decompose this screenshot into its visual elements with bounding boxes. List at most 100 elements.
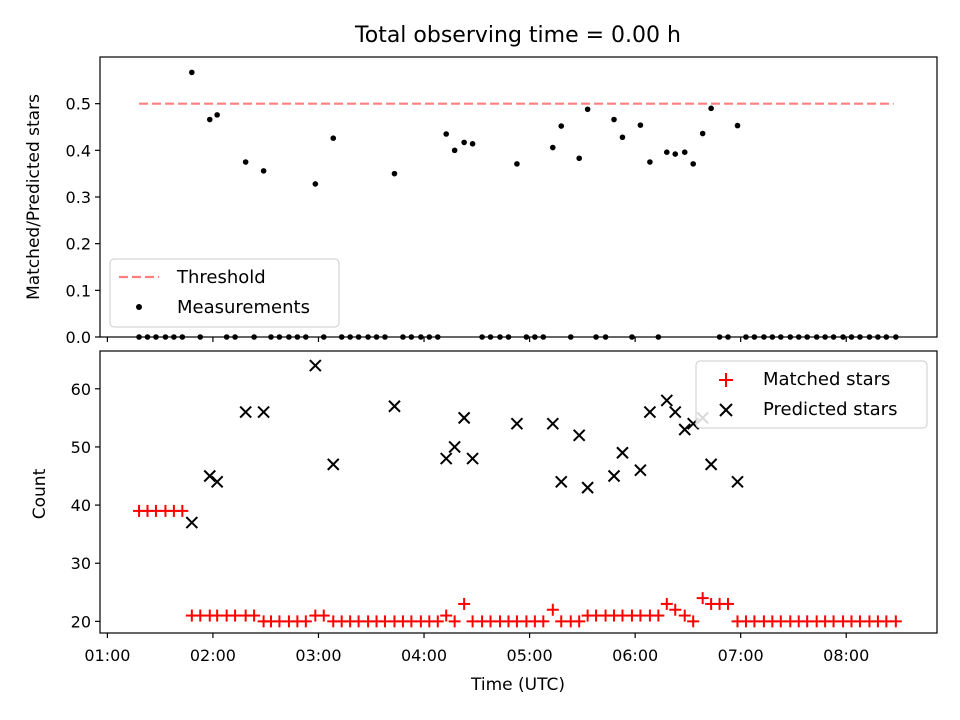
measurement-point xyxy=(558,123,565,129)
matched-star-point xyxy=(889,615,902,628)
bottom-legend: Matched stars Predicted stars xyxy=(695,360,928,429)
predicted-star-point xyxy=(678,423,691,436)
predicted-star-point xyxy=(607,469,621,483)
top-y-tick-label: 0.1 xyxy=(66,281,91,300)
predicted-star-point xyxy=(466,452,479,465)
measurement-point xyxy=(330,135,337,141)
bottom-x-axis: 01:00 02:00 03:00 04:00 05:00 06:00 07:00 08:00 xyxy=(84,633,869,665)
predicted-star-point xyxy=(616,446,629,459)
legend-matched-swatch xyxy=(719,373,733,387)
measurement-point xyxy=(312,181,319,187)
top-legend-frame xyxy=(109,258,340,328)
predicted-star-point xyxy=(643,405,657,419)
bottom-panel: 20 30 40 50 60 01:00 02:00 03:00 04:00 05:00 06:0… xyxy=(30,350,938,695)
bottom-y-tick-label: 50 xyxy=(71,438,91,457)
matched-star-point xyxy=(546,603,559,616)
predicted-star-point xyxy=(257,405,270,419)
matched-star-point xyxy=(722,597,735,610)
measurement-point xyxy=(260,168,267,174)
measurement-point xyxy=(550,144,556,151)
measurement-point xyxy=(690,161,696,167)
measurement-point xyxy=(699,130,706,137)
matched-star-point xyxy=(229,609,242,622)
matched-star-point xyxy=(669,603,682,616)
predicted-star-point xyxy=(457,411,471,425)
bottom-y-tick-label: 40 xyxy=(71,496,91,515)
matched-star-point xyxy=(299,615,312,628)
measurement-point xyxy=(576,155,582,162)
matched-star-point xyxy=(248,609,261,622)
measurement-point xyxy=(214,112,220,118)
predicted-star-point xyxy=(704,458,718,471)
measurement-point xyxy=(611,116,617,123)
bottom-y-axis: 20 30 40 50 60 xyxy=(71,380,100,631)
measurement-point xyxy=(663,149,670,155)
measurement-point xyxy=(681,149,688,155)
predicted-star-point xyxy=(546,417,560,430)
legend-measurements-swatch xyxy=(136,304,142,310)
legend-predicted-swatch xyxy=(719,403,733,417)
bottom-x-tick-label: 03:00 xyxy=(295,646,341,665)
top-x-ticks xyxy=(106,337,847,342)
bottom-x-tick-label: 05:00 xyxy=(507,646,553,665)
predicted-star-point xyxy=(185,516,199,529)
measurement-point xyxy=(461,139,467,146)
legend-matched-label: Matched stars xyxy=(763,369,890,390)
bottom-y-tick-label: 30 xyxy=(71,554,91,573)
top-y-tick-label: 0.5 xyxy=(66,95,91,114)
measurement-point xyxy=(443,131,449,137)
legend-measurements-label: Measurements xyxy=(177,297,310,318)
measurement-point xyxy=(206,116,213,123)
measurement-point xyxy=(637,122,644,128)
predicted-star-point xyxy=(669,405,682,419)
matched-star-point xyxy=(440,609,453,622)
measurement-point xyxy=(189,69,195,76)
bottom-x-tick-label: 06:00 xyxy=(612,646,658,665)
bottom-y-tick-label: 20 xyxy=(71,612,91,631)
measurement-point xyxy=(672,151,679,157)
measurement-point xyxy=(514,161,520,167)
predicted-star-point xyxy=(210,475,224,489)
matched-star-point xyxy=(573,615,586,628)
matched-star-point xyxy=(678,609,691,622)
bottom-y-axis-label: Count xyxy=(30,468,50,519)
top-y-tick-label: 0.4 xyxy=(66,141,91,160)
predicted-star-point xyxy=(239,405,252,419)
matched-star-point xyxy=(458,597,471,610)
matched-star-point xyxy=(317,609,330,622)
legend-predicted-label: Predicted stars xyxy=(763,399,897,420)
matched-star-point xyxy=(448,615,461,628)
matched-star-point xyxy=(660,597,673,610)
measurement-point xyxy=(708,105,714,112)
top-y-tick-label: 0.2 xyxy=(66,235,91,254)
x-axis-label: Time (UTC) xyxy=(470,675,565,695)
matched-star-point xyxy=(431,615,444,628)
predicted-star-point xyxy=(203,469,216,483)
predicted-star-point xyxy=(448,440,461,454)
legend-threshold-label: Threshold xyxy=(176,267,266,288)
predicted-star-point xyxy=(581,481,594,494)
measurement-point xyxy=(734,122,741,129)
bottom-x-tick-label: 01:00 xyxy=(84,646,130,665)
measurement-point xyxy=(451,147,458,154)
bottom-x-tick-label: 08:00 xyxy=(823,646,869,665)
matched-star-point xyxy=(652,609,665,622)
predicted-star-point xyxy=(660,394,674,407)
top-legend: Threshold Measurements xyxy=(109,258,340,328)
bottom-x-tick-label: 07:00 xyxy=(718,646,764,665)
predicted-star-point xyxy=(510,417,524,430)
measurement-point xyxy=(391,170,398,177)
measurement-point xyxy=(584,106,591,113)
matched-star-point xyxy=(687,615,700,628)
predicted-star-point xyxy=(555,475,568,489)
bottom-panel-frame xyxy=(99,350,938,634)
top-y-tick-label: 0.0 xyxy=(66,328,91,347)
matched-star-point xyxy=(696,592,709,605)
measurement-point xyxy=(619,134,626,141)
predicted-star-point xyxy=(388,400,401,413)
predicted-star-point xyxy=(572,429,586,442)
bottom-x-tick-label: 04:00 xyxy=(401,646,447,665)
top-panel: 0.0 0.1 0.2 0.3 0.4 0.5 Matched/Predicted sta… xyxy=(24,56,938,347)
matched-star-point xyxy=(537,615,550,628)
